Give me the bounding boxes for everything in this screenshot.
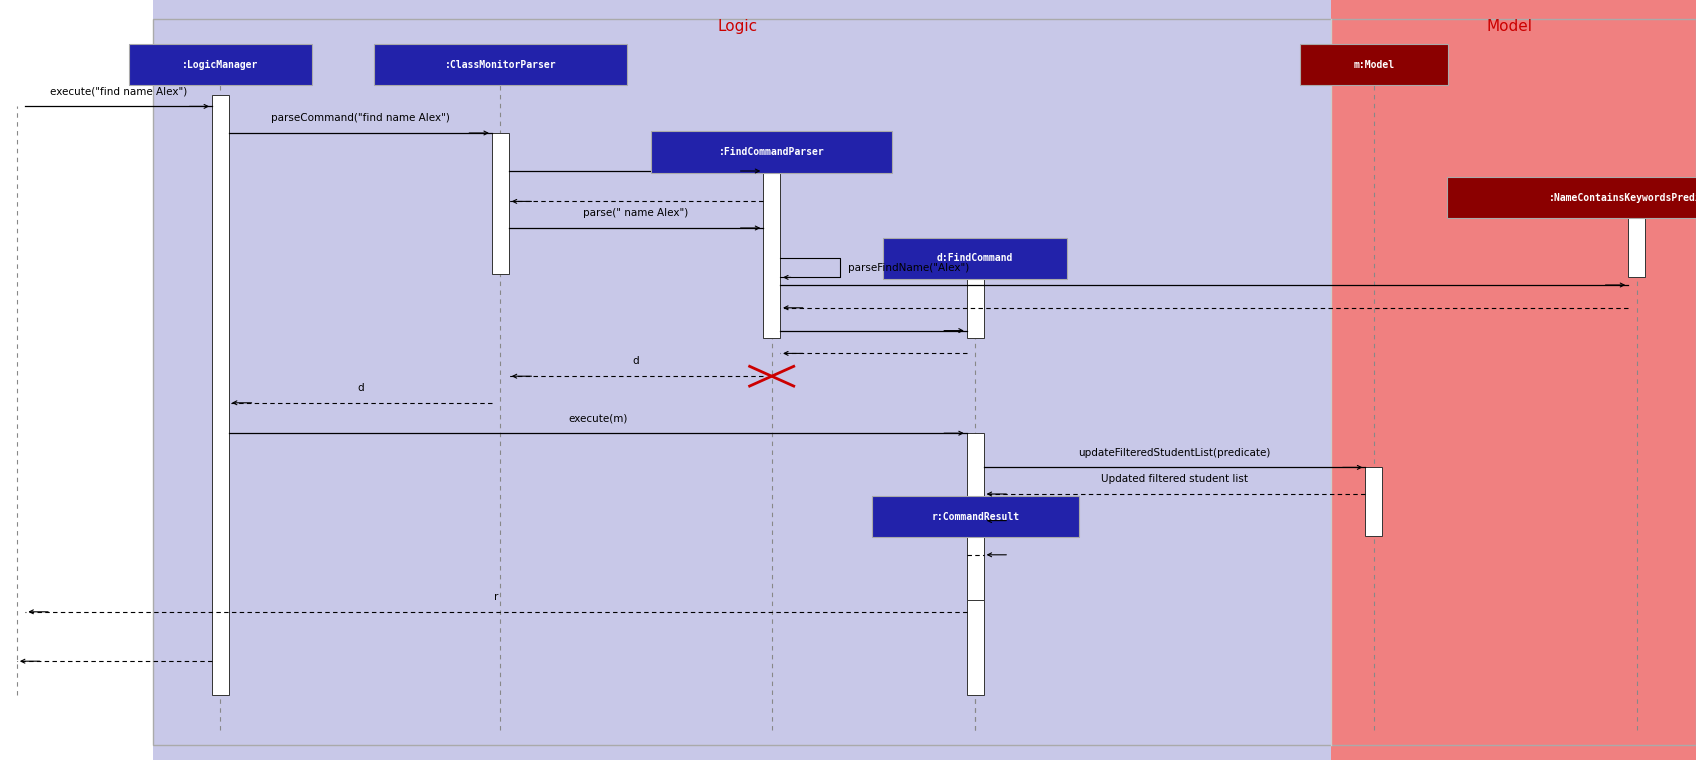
- Text: d: d: [633, 356, 639, 366]
- Text: parseCommand("find name Alex"): parseCommand("find name Alex"): [271, 113, 449, 123]
- Bar: [492, 133, 509, 274]
- Text: parse(" name Alex"): parse(" name Alex"): [583, 208, 689, 218]
- Bar: [153, 0, 1331, 760]
- Bar: [967, 536, 984, 600]
- Text: :NameContainsKeywordsPredicate: :NameContainsKeywordsPredicate: [1548, 192, 1696, 203]
- Bar: [763, 171, 780, 338]
- FancyBboxPatch shape: [373, 44, 628, 85]
- Text: :ClassMonitorParser: :ClassMonitorParser: [444, 59, 556, 70]
- Text: r: r: [494, 592, 499, 602]
- FancyBboxPatch shape: [884, 238, 1067, 279]
- Bar: [967, 277, 984, 338]
- Text: d:FindCommand: d:FindCommand: [936, 253, 1014, 264]
- Text: execute("find name Alex"): execute("find name Alex"): [51, 87, 187, 97]
- Text: Updated filtered student list: Updated filtered student list: [1101, 474, 1248, 484]
- Bar: [212, 95, 229, 695]
- Text: parseFindName("Alex"): parseFindName("Alex"): [848, 263, 968, 273]
- Text: Logic: Logic: [717, 19, 758, 34]
- Text: :FindCommandParser: :FindCommandParser: [719, 147, 824, 157]
- Text: execute(m): execute(m): [568, 413, 628, 423]
- Text: r:CommandResult: r:CommandResult: [931, 511, 1019, 522]
- Bar: [1331, 0, 1696, 760]
- Text: d: d: [358, 383, 363, 393]
- FancyBboxPatch shape: [872, 496, 1079, 537]
- Text: m:Model: m:Model: [1353, 59, 1394, 70]
- Text: :LogicManager: :LogicManager: [181, 59, 259, 70]
- FancyBboxPatch shape: [651, 131, 892, 173]
- Bar: [1365, 467, 1382, 536]
- Text: updateFilteredStudentList(predicate): updateFilteredStudentList(predicate): [1079, 448, 1270, 458]
- FancyBboxPatch shape: [129, 44, 312, 85]
- Text: Model: Model: [1486, 19, 1533, 34]
- FancyBboxPatch shape: [1447, 177, 1696, 218]
- Bar: [1628, 217, 1645, 277]
- Bar: [967, 433, 984, 695]
- FancyBboxPatch shape: [1301, 44, 1448, 85]
